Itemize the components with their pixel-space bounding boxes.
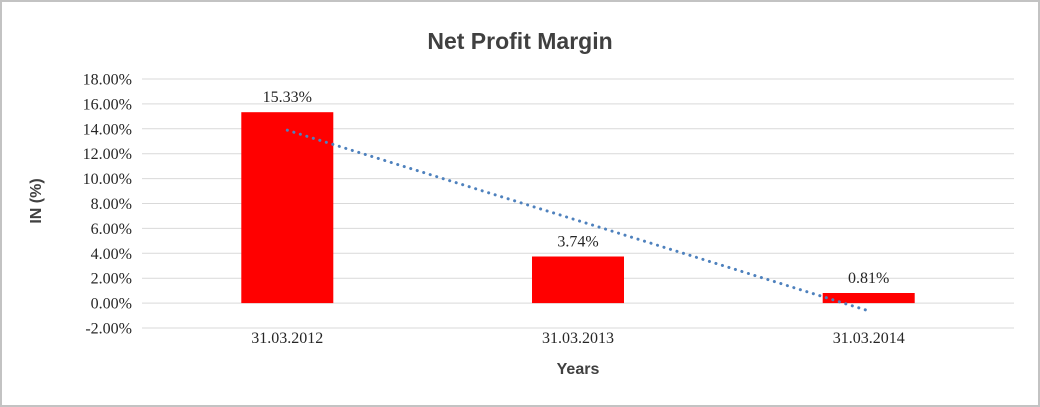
y-tick-label: 18.00%	[83, 72, 132, 89]
y-tick-label: 14.00%	[83, 121, 132, 138]
bar-data-label: 3.74%	[557, 234, 598, 251]
chart-title: Net Profit Margin	[427, 28, 612, 54]
trendline-group	[285, 128, 871, 313]
y-tick-label: 8.00%	[91, 196, 132, 213]
x-category-label: 31.03.2014	[833, 330, 905, 347]
bar-series	[241, 112, 915, 304]
y-tick-label: 12.00%	[83, 146, 132, 163]
x-category-label: 31.03.2013	[542, 330, 614, 347]
bar-data-label: 0.81%	[848, 270, 889, 287]
y-axis-title: IN (%)	[28, 178, 45, 223]
bar	[532, 256, 624, 304]
y-tick-label: 10.00%	[83, 171, 132, 188]
x-category-label: 31.03.2012	[251, 330, 323, 347]
y-tick-label: 2.00%	[91, 271, 132, 288]
y-axis-tick-labels: 18.00% 16.00% 14.00% 12.00% 10.00% 8.00% 6.00%…	[83, 72, 132, 338]
y-tick-label: -2.00%	[85, 321, 132, 338]
y-tick-label: 16.00%	[83, 96, 132, 113]
x-axis-category-labels: 31.03.2012 31.03.2013 31.03.2014	[251, 330, 904, 347]
y-tick-label: 4.00%	[91, 246, 132, 263]
bar-data-label: 15.33%	[263, 89, 312, 106]
bar	[241, 112, 334, 304]
y-tick-label: 0.00%	[91, 296, 132, 313]
trendline	[285, 128, 871, 313]
x-axis-title: Years	[557, 361, 600, 378]
y-tick-label: 6.00%	[91, 221, 132, 238]
bar-data-labels: 15.33% 3.74% 0.81%	[263, 89, 890, 287]
bar	[822, 293, 915, 304]
